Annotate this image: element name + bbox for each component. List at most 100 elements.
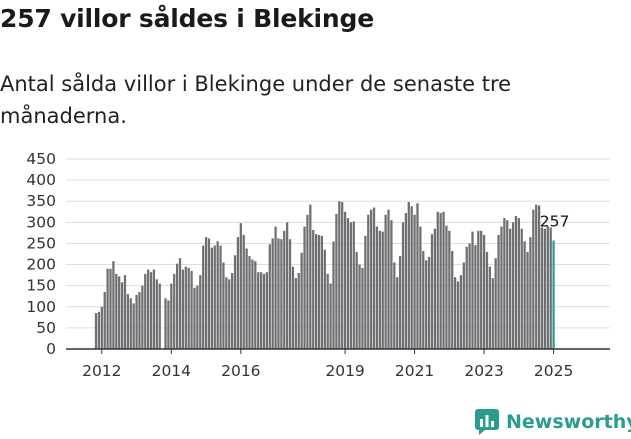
bar bbox=[529, 237, 532, 349]
bar bbox=[404, 213, 408, 349]
bar bbox=[427, 256, 431, 349]
bar bbox=[306, 214, 309, 349]
y-tick-label: 250 bbox=[26, 234, 56, 252]
bar bbox=[526, 251, 529, 349]
bar bbox=[329, 283, 332, 349]
bar bbox=[309, 204, 312, 349]
bar bbox=[407, 202, 410, 349]
bar bbox=[543, 228, 547, 349]
bar bbox=[257, 272, 260, 349]
bar bbox=[254, 261, 257, 349]
bar bbox=[535, 204, 538, 349]
bar bbox=[123, 275, 127, 349]
bar bbox=[540, 227, 544, 349]
bar bbox=[398, 256, 402, 349]
bar bbox=[410, 206, 413, 349]
y-tick-label: 400 bbox=[26, 171, 56, 189]
bar bbox=[546, 226, 549, 349]
bar bbox=[210, 247, 213, 349]
bar bbox=[520, 228, 523, 349]
bar bbox=[477, 230, 480, 349]
bar bbox=[245, 248, 248, 349]
bar bbox=[178, 258, 182, 349]
bar bbox=[378, 230, 381, 349]
bar bbox=[94, 313, 98, 349]
bar bbox=[274, 226, 277, 349]
chart-title: 257 villor såldes i Blekinge bbox=[0, 4, 374, 33]
bar bbox=[100, 306, 103, 349]
bar bbox=[532, 209, 535, 349]
bar bbox=[222, 262, 225, 349]
bar bbox=[401, 222, 405, 349]
bar bbox=[303, 226, 306, 349]
bar bbox=[283, 230, 286, 349]
bar bbox=[326, 273, 329, 349]
bar bbox=[517, 218, 520, 349]
y-tick-label: 200 bbox=[26, 256, 56, 274]
bar bbox=[106, 268, 109, 349]
bar bbox=[482, 235, 486, 349]
bar bbox=[523, 241, 526, 349]
bar bbox=[149, 272, 153, 349]
bar bbox=[152, 269, 156, 349]
bar bbox=[509, 228, 512, 349]
y-tick-label: 150 bbox=[26, 277, 56, 295]
bar bbox=[164, 298, 167, 349]
bar bbox=[297, 273, 300, 349]
bar bbox=[141, 285, 144, 349]
bar bbox=[422, 251, 425, 349]
x-tick-label: 2021 bbox=[395, 362, 434, 380]
x-tick-label: 2023 bbox=[464, 362, 503, 380]
bar bbox=[277, 238, 280, 349]
x-tick-label: 2014 bbox=[152, 362, 191, 380]
y-tick-label: 450 bbox=[26, 150, 56, 168]
x-tick-label: 2019 bbox=[325, 362, 364, 380]
bar bbox=[170, 283, 173, 349]
bar bbox=[488, 266, 492, 349]
bar bbox=[103, 292, 106, 349]
bar bbox=[193, 287, 196, 349]
bar bbox=[335, 213, 338, 349]
bar bbox=[109, 268, 112, 349]
bar bbox=[494, 258, 497, 349]
bar bbox=[286, 222, 289, 349]
bar bbox=[158, 283, 161, 349]
bar bbox=[181, 269, 185, 349]
bar bbox=[419, 226, 422, 349]
x-tick-label: 2025 bbox=[534, 362, 573, 380]
bar bbox=[251, 259, 254, 349]
bar bbox=[480, 230, 483, 349]
bar bbox=[375, 226, 379, 349]
bar bbox=[459, 275, 463, 349]
bar bbox=[112, 261, 115, 349]
bar bbox=[228, 279, 231, 349]
bar bbox=[367, 214, 370, 349]
bar bbox=[430, 234, 434, 349]
bar bbox=[372, 207, 376, 349]
bar bbox=[456, 281, 460, 349]
bar bbox=[425, 260, 428, 349]
y-tick-label: 350 bbox=[26, 192, 56, 210]
bar bbox=[364, 235, 367, 349]
bar bbox=[271, 238, 274, 349]
bar bbox=[225, 277, 228, 349]
x-axis: 2012 2014 2016 2019 2021 2023 2025 bbox=[66, 348, 610, 380]
bar bbox=[288, 239, 292, 349]
bar bbox=[497, 235, 500, 349]
bar bbox=[465, 246, 468, 349]
bar bbox=[129, 298, 132, 349]
bar bbox=[396, 277, 399, 349]
bar bbox=[187, 267, 190, 349]
bar bbox=[144, 273, 147, 349]
bar bbox=[280, 239, 283, 349]
x-tick-label: 2012 bbox=[82, 362, 121, 380]
bar bbox=[138, 292, 141, 349]
bar bbox=[413, 214, 416, 349]
bar bbox=[248, 256, 251, 349]
bar bbox=[393, 262, 396, 349]
bar bbox=[314, 234, 318, 349]
y-tick-label: 300 bbox=[26, 213, 56, 231]
bar bbox=[207, 238, 211, 349]
bar-latest bbox=[552, 240, 555, 349]
